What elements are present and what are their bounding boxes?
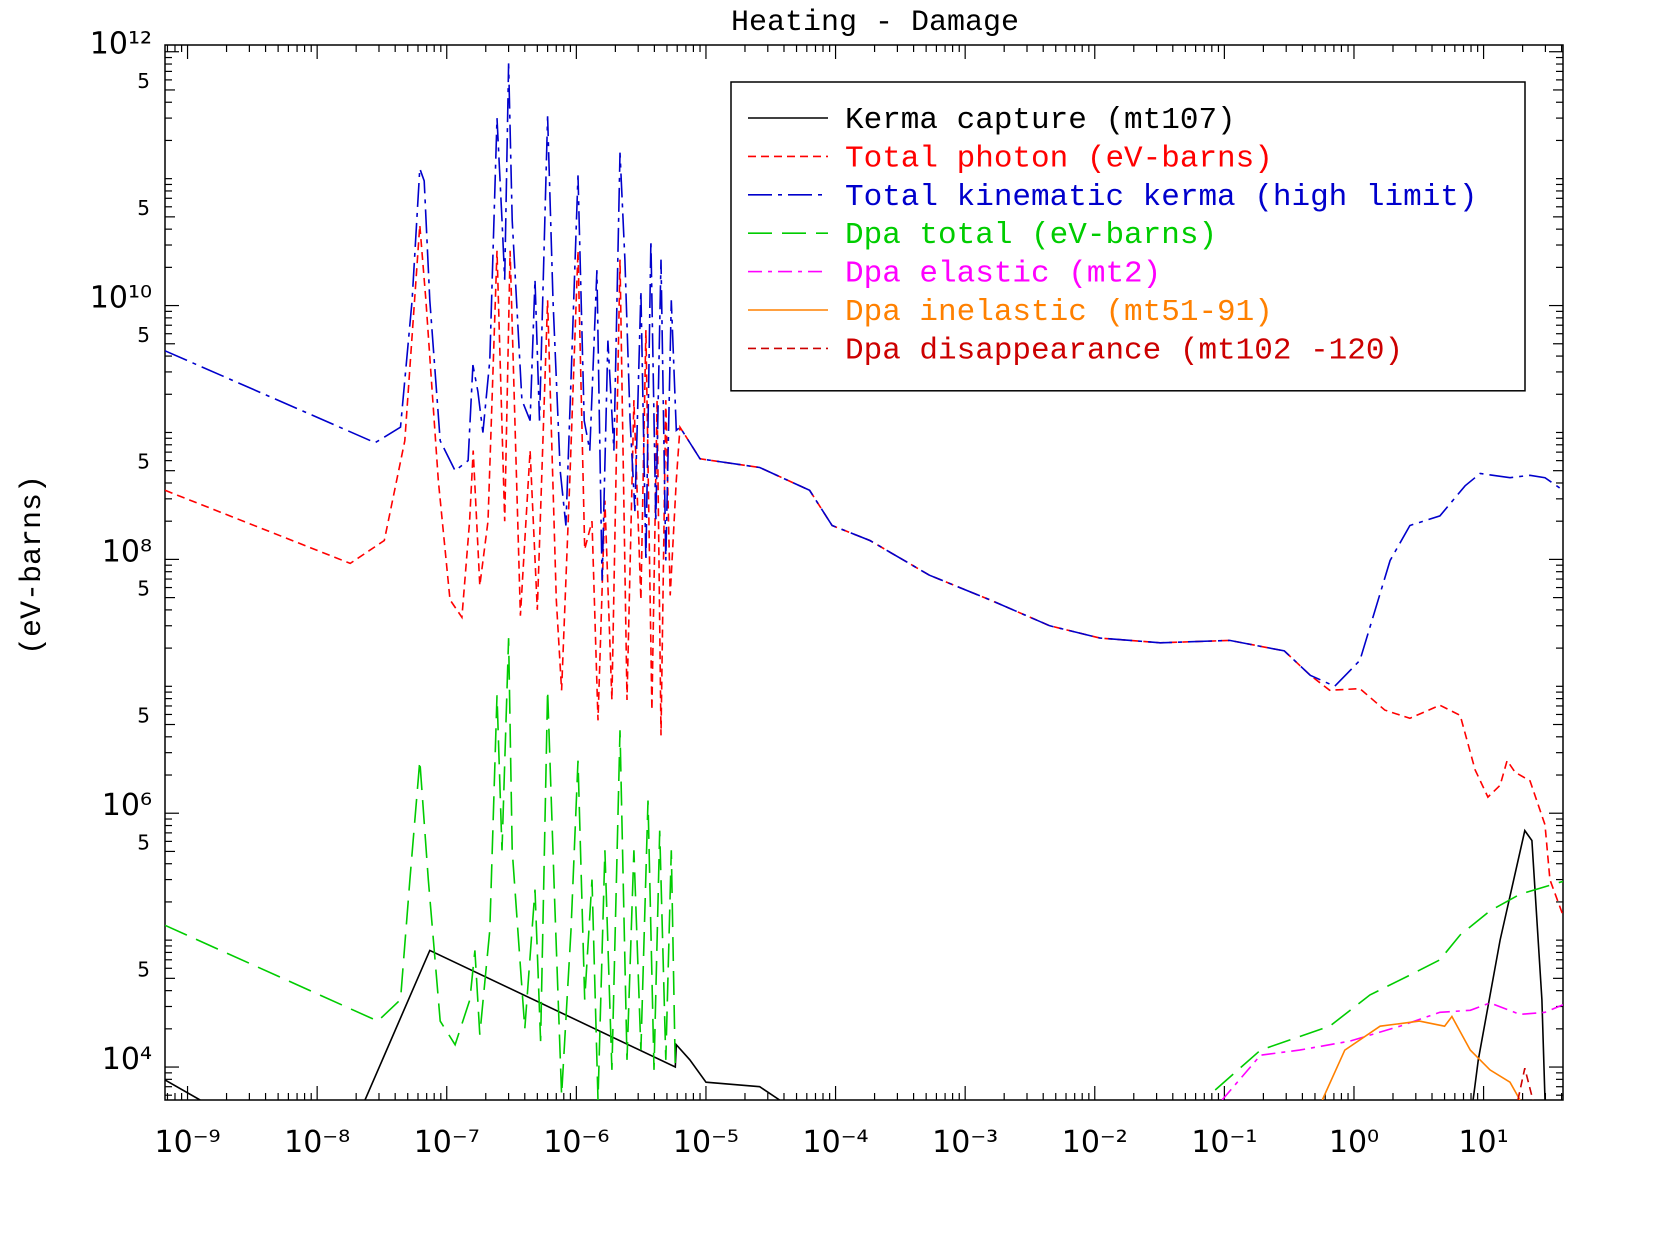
legend-label: Dpa disappearance (mt102 -120) [845,333,1403,368]
x-tick-label: 10⁻⁶ [543,1125,609,1160]
x-tick-label: 10⁻² [1062,1125,1128,1160]
x-tick-label: 10⁻¹ [1191,1125,1257,1160]
legend-label: Dpa total (eV-barns) [845,218,1217,253]
chart-title: Heating - Damage [731,6,1019,40]
x-tick-label: 10⁻⁹ [155,1125,221,1160]
x-tick-label: 10¹ [1458,1125,1508,1160]
x-tick-label: 10⁰ [1329,1125,1379,1160]
y-tick-label: 5 [137,830,150,854]
series-line [165,63,1563,688]
y-axis-label: (eV-barns) [16,475,50,655]
x-tick-label: 10⁻⁷ [414,1125,480,1160]
y-tick-label: 5 [137,704,150,728]
y-tick-label: 5 [137,450,150,474]
legend-label: Dpa elastic (mt2) [845,257,1161,292]
x-tick-label: 10⁻⁵ [673,1125,739,1160]
legend-label: Kerma capture (mt107) [845,103,1236,138]
legend-label: Total kinematic kerma (high limit) [845,180,1478,215]
series-line [1321,1015,1521,1100]
x-tick-label: 10⁻⁴ [803,1125,869,1160]
y-tick-label: 10⁶ [102,788,152,823]
series-line [1221,1002,1563,1100]
y-tick-label: 10⁴ [102,1042,152,1077]
y-tick-label: 5 [137,69,150,93]
y-tick-label: 10⁸ [102,534,152,569]
y-tick-label: 5 [137,323,150,347]
y-tick-label: 5 [137,577,150,601]
series-line [165,225,1563,916]
legend-label: Dpa inelastic (mt51-91) [845,295,1273,330]
y-tick-label: 5 [137,957,150,981]
x-tick-label: 10⁻³ [932,1125,998,1160]
legend-box [730,81,1526,392]
series-line [165,638,1563,1100]
plot-frame [164,44,1564,1101]
y-tick-label: 10¹² [90,27,152,62]
y-tick-label: 10¹⁰ [90,281,152,316]
legend-label: Total photon (eV-barns) [845,141,1273,176]
y-tick-label: 5 [137,196,150,220]
series-line [1517,1068,1534,1100]
x-tick-label: 10⁻⁸ [284,1125,350,1160]
series-line [165,828,1546,1100]
